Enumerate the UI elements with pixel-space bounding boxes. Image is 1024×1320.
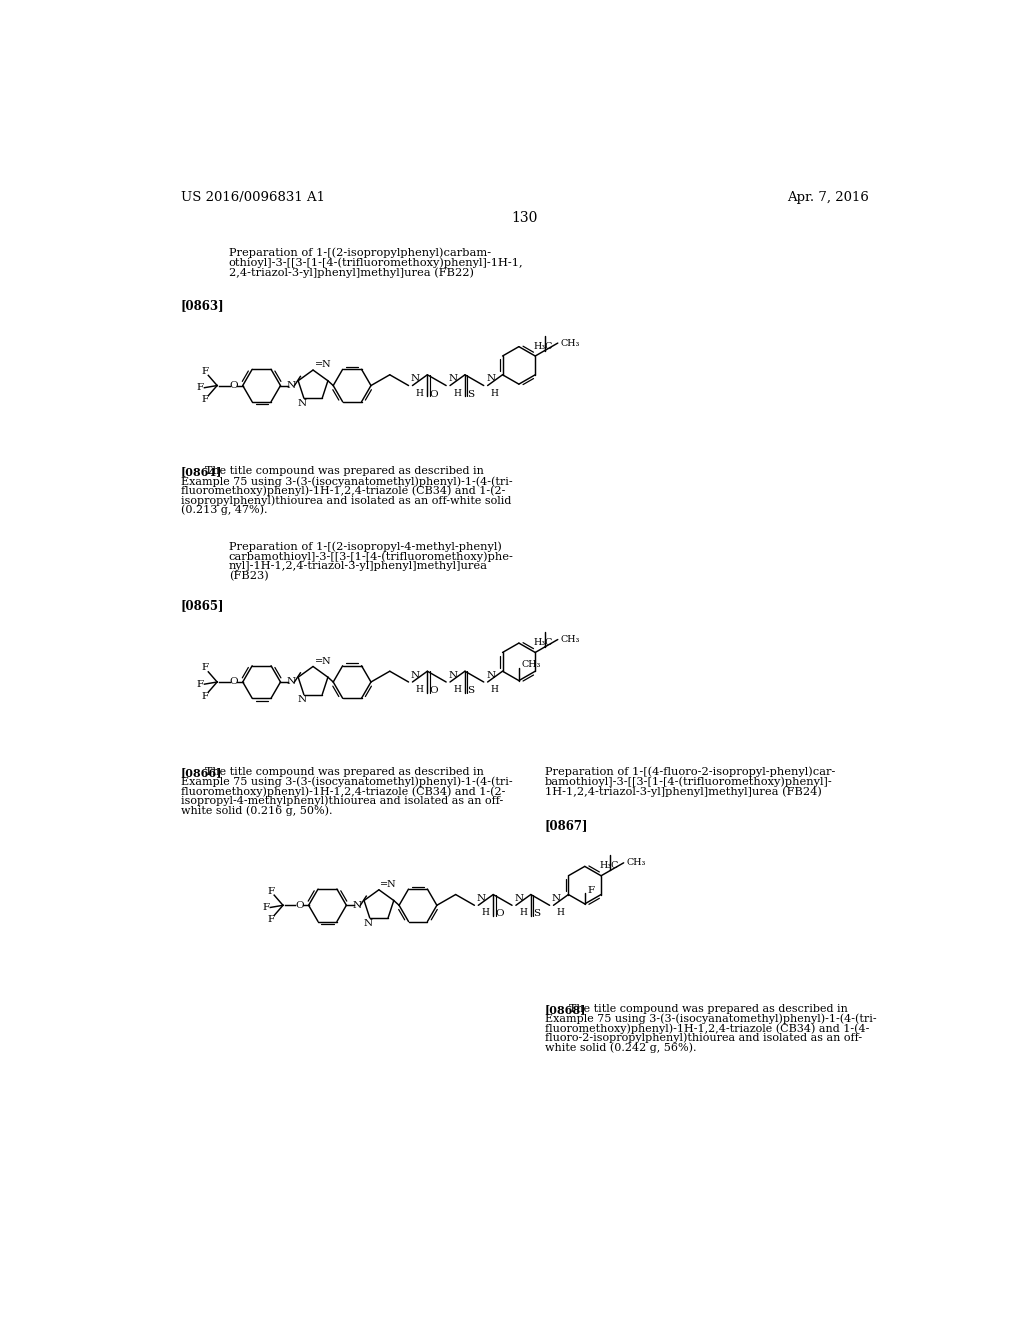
- Text: H: H: [481, 908, 489, 917]
- Text: H: H: [557, 908, 564, 917]
- Text: N: N: [298, 399, 307, 408]
- Text: Preparation of 1-[(2-isopropylphenyl)carbam-: Preparation of 1-[(2-isopropylphenyl)car…: [228, 247, 490, 257]
- Text: fluoromethoxy)phenyl)-1H-1,2,4-triazole (CB34) and 1-(4-: fluoromethoxy)phenyl)-1H-1,2,4-triazole …: [545, 1023, 869, 1034]
- Text: H: H: [454, 388, 461, 397]
- Text: F: F: [202, 664, 209, 672]
- Text: othioyl]-3-[[3-[1-[4-(trifluoromethoxy)phenyl]-1H-1,: othioyl]-3-[[3-[1-[4-(trifluoromethoxy)p…: [228, 257, 523, 268]
- Text: O: O: [229, 381, 238, 389]
- Text: [0863]: [0863]: [180, 300, 224, 313]
- Text: N: N: [449, 375, 458, 383]
- Text: 130: 130: [512, 211, 538, 224]
- Text: Apr. 7, 2016: Apr. 7, 2016: [787, 190, 869, 203]
- Text: H₃C: H₃C: [600, 862, 620, 870]
- Text: H: H: [519, 908, 527, 917]
- Text: carbamothioyl]-3-[[3-[1-[4-(trifluoromethoxy)phe-: carbamothioyl]-3-[[3-[1-[4-(trifluoromet…: [228, 552, 514, 562]
- Text: =N: =N: [381, 880, 397, 888]
- Text: fluoromethoxy)phenyl)-1H-1,2,4-triazole (CB34) and 1-(2-: fluoromethoxy)phenyl)-1H-1,2,4-triazole …: [180, 486, 505, 496]
- Text: N: N: [477, 894, 486, 903]
- Text: CH₃: CH₃: [522, 660, 542, 669]
- Text: Preparation of 1-[(2-isopropyl-4-methyl-phenyl): Preparation of 1-[(2-isopropyl-4-methyl-…: [228, 541, 502, 552]
- Text: N: N: [298, 696, 307, 705]
- Text: nyl]-1H-1,2,4-triazol-3-yl]phenyl]methyl]urea: nyl]-1H-1,2,4-triazol-3-yl]phenyl]methyl…: [228, 561, 487, 572]
- Text: white solid (0.216 g, 50%).: white solid (0.216 g, 50%).: [180, 805, 332, 816]
- Text: S: S: [534, 909, 541, 919]
- Text: white solid (0.242 g, 56%).: white solid (0.242 g, 56%).: [545, 1043, 696, 1053]
- Text: N: N: [364, 919, 373, 928]
- Text: N: N: [287, 381, 296, 389]
- Text: [0868]: [0868]: [545, 1003, 587, 1015]
- Text: (FB23): (FB23): [228, 572, 268, 581]
- Text: F: F: [197, 680, 204, 689]
- Text: S: S: [467, 686, 474, 694]
- Text: H: H: [490, 388, 499, 397]
- Text: CH₃: CH₃: [627, 858, 646, 867]
- Text: The title compound was prepared as described in: The title compound was prepared as descr…: [569, 1003, 848, 1014]
- Text: isopropylphenyl)thiourea and isolated as an off-white solid: isopropylphenyl)thiourea and isolated as…: [180, 495, 511, 506]
- Text: N: N: [411, 671, 420, 680]
- Text: isopropyl-4-methylphenyl)thiourea and isolated as an off-: isopropyl-4-methylphenyl)thiourea and is…: [180, 796, 503, 807]
- Text: (0.213 g, 47%).: (0.213 g, 47%).: [180, 506, 267, 516]
- Text: Example 75 using 3-(3-(isocyanatomethyl)phenyl)-1-(4-(tri-: Example 75 using 3-(3-(isocyanatomethyl)…: [180, 776, 512, 787]
- Text: F: F: [262, 903, 269, 912]
- Text: F: F: [202, 367, 209, 376]
- Text: [0864]: [0864]: [180, 466, 222, 478]
- Text: The title compound was prepared as described in: The title compound was prepared as descr…: [205, 767, 483, 776]
- Text: [0865]: [0865]: [180, 599, 224, 612]
- Text: N: N: [449, 671, 458, 680]
- Text: F: F: [588, 886, 595, 895]
- Text: CH₃: CH₃: [561, 338, 581, 347]
- Text: F: F: [197, 383, 204, 392]
- Text: S: S: [467, 389, 474, 399]
- Text: Example 75 using 3-(3-(isocyanatomethyl)phenyl)-1-(4-(tri-: Example 75 using 3-(3-(isocyanatomethyl)…: [545, 1014, 877, 1024]
- Text: 2,4-triazol-3-yl]phenyl]methyl]urea (FB22): 2,4-triazol-3-yl]phenyl]methyl]urea (FB2…: [228, 267, 474, 277]
- Text: O: O: [430, 389, 438, 399]
- Text: H: H: [416, 685, 423, 694]
- Text: =N: =N: [314, 360, 331, 370]
- Text: O: O: [430, 686, 438, 694]
- Text: [0866]: [0866]: [180, 767, 222, 777]
- Text: N: N: [552, 894, 561, 903]
- Text: O: O: [496, 909, 504, 919]
- Text: H: H: [416, 388, 423, 397]
- Text: fluoro-2-isopropylphenyl)thiourea and isolated as an off-: fluoro-2-isopropylphenyl)thiourea and is…: [545, 1032, 862, 1043]
- Text: F: F: [202, 692, 209, 701]
- Text: H₃C: H₃C: [534, 638, 553, 647]
- Text: 1H-1,2,4-triazol-3-yl]phenyl]methyl]urea (FB24): 1H-1,2,4-triazol-3-yl]phenyl]methyl]urea…: [545, 787, 822, 797]
- Text: =N: =N: [314, 656, 331, 665]
- Text: H: H: [454, 685, 461, 694]
- Text: N: N: [411, 375, 420, 383]
- Text: fluoromethoxy)phenyl)-1H-1,2,4-triazole (CB34) and 1-(2-: fluoromethoxy)phenyl)-1H-1,2,4-triazole …: [180, 785, 505, 796]
- Text: F: F: [267, 887, 274, 896]
- Text: N: N: [287, 677, 296, 686]
- Text: N: N: [486, 671, 496, 680]
- Text: N: N: [486, 375, 496, 383]
- Text: CH₃: CH₃: [561, 635, 581, 644]
- Text: bamothioyl]-3-[[3-[1-[4-(trifluoromethoxy)phenyl]-: bamothioyl]-3-[[3-[1-[4-(trifluoromethox…: [545, 776, 833, 787]
- Text: [0867]: [0867]: [545, 818, 589, 832]
- Text: N: N: [514, 894, 523, 903]
- Text: Example 75 using 3-(3-(isocyanatomethyl)phenyl)-1-(4-(tri-: Example 75 using 3-(3-(isocyanatomethyl)…: [180, 477, 512, 487]
- Text: US 2016/0096831 A1: US 2016/0096831 A1: [180, 190, 325, 203]
- Text: The title compound was prepared as described in: The title compound was prepared as descr…: [205, 466, 483, 477]
- Text: H₃C: H₃C: [534, 342, 553, 351]
- Text: F: F: [202, 395, 209, 404]
- Text: Preparation of 1-[(4-fluoro-2-isopropyl-phenyl)car-: Preparation of 1-[(4-fluoro-2-isopropyl-…: [545, 767, 836, 777]
- Text: F: F: [267, 915, 274, 924]
- Text: O: O: [295, 900, 303, 909]
- Text: O: O: [229, 677, 238, 686]
- Text: H: H: [490, 685, 499, 694]
- Text: N: N: [352, 900, 361, 909]
